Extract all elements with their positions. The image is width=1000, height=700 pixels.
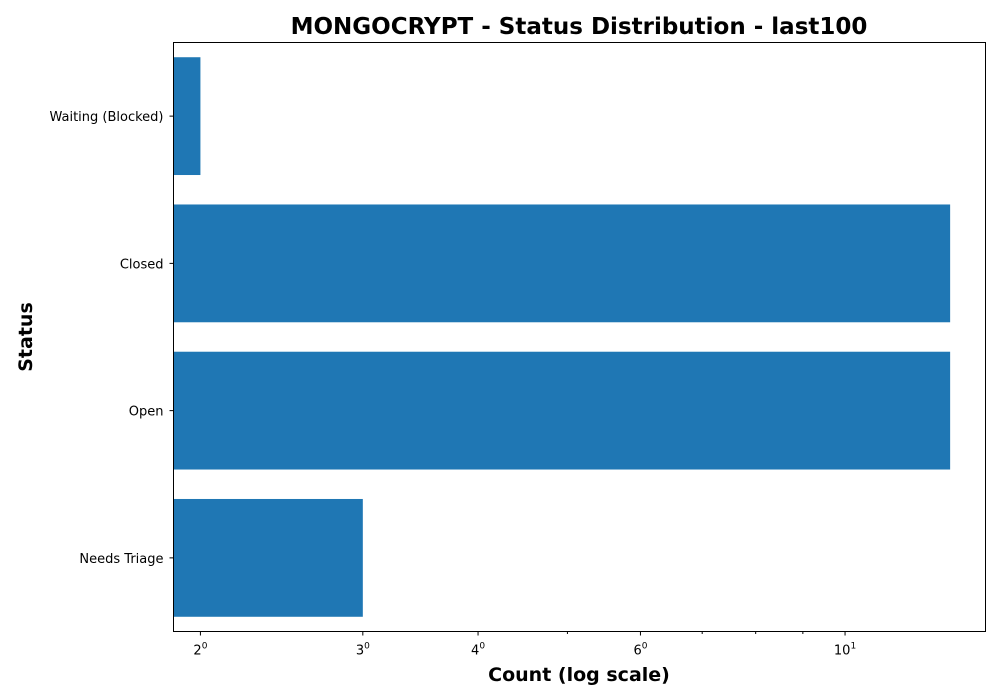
y-tick-label: Open	[129, 405, 164, 420]
x-tick-label: 40	[471, 642, 485, 659]
y-axis: Needs Triage Open Closed Waiting (Blocked)	[49, 110, 174, 567]
bar-waiting-blocked	[173, 57, 201, 176]
y-tick-label: Closed	[120, 257, 164, 272]
x-tick-label: 60	[633, 642, 647, 659]
bar-needs-triage	[173, 498, 363, 617]
plot-frame	[173, 42, 986, 632]
bars-group	[173, 57, 951, 617]
bar-closed	[173, 204, 951, 323]
x-axis-label: Count (log scale)	[488, 664, 670, 686]
x-tick-label: 101	[834, 642, 856, 659]
y-tick-label: Waiting (Blocked)	[49, 110, 163, 125]
x-tick-label: 30	[356, 642, 370, 659]
x-axis: 20 30 40 60 101	[193, 631, 856, 659]
chart-title: MONGOCRYPT - Status Distribution - last1…	[291, 14, 868, 40]
y-tick-label: Needs Triage	[79, 552, 163, 567]
bar-open	[173, 351, 951, 470]
x-tick-label: 20	[193, 642, 207, 659]
y-axis-label: Status	[15, 302, 37, 372]
